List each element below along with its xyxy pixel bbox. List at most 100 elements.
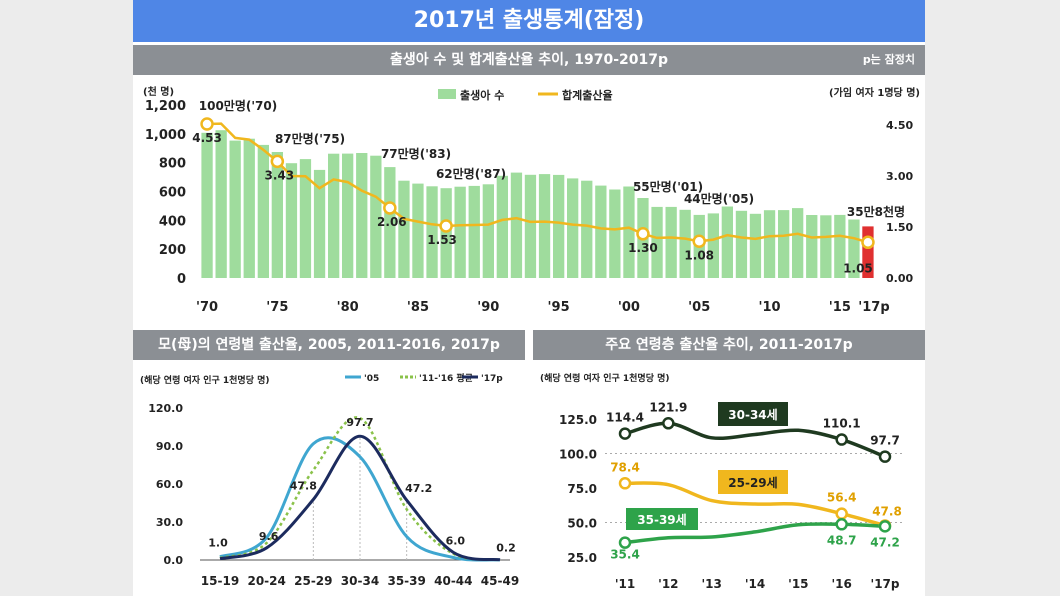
- bl-y-tick-label: 30.0: [156, 516, 183, 529]
- birth-bar: [623, 186, 635, 278]
- bl-y-tick-label: 90.0: [156, 440, 183, 453]
- birth-bar: [257, 144, 269, 278]
- top-right-tick-label: 1.50: [886, 221, 913, 234]
- br-y-tick-label: 50.0: [567, 517, 597, 531]
- birth-bar: [553, 174, 565, 278]
- br-series-label: 30-34세: [728, 407, 777, 422]
- birth-bar: [651, 206, 663, 278]
- birth-bar: [834, 214, 846, 278]
- infographic-title: 2017년 출생통계(잠정): [133, 0, 925, 42]
- birth-bar: [510, 172, 523, 278]
- bl-x-tick-label: 25-29: [294, 574, 332, 588]
- birth-callout: 44만명('05): [684, 191, 754, 206]
- bl-unit: (해당 연령 여자 인구 1천명당 명): [140, 374, 270, 386]
- br-series-label-box: [718, 470, 788, 494]
- bl-point-label: 6.0: [446, 534, 466, 547]
- br-marker: [618, 477, 632, 490]
- birth-callout: 62만명('87): [436, 166, 506, 181]
- birth-callout: 55만명('01): [633, 179, 703, 194]
- top-x-tick-label: '70: [196, 300, 218, 315]
- bl-x-tick-label: 45-49: [481, 574, 519, 588]
- br-marker: [618, 427, 632, 440]
- bl-x-tick-label: 35-39: [387, 574, 425, 588]
- top-x-tick-label: '95: [548, 300, 570, 315]
- br-x-tick-label: '15: [788, 577, 808, 591]
- br-series-label: 25-29세: [728, 475, 777, 490]
- br-series-label-box: [626, 508, 698, 530]
- birth-bar: [313, 169, 326, 278]
- br-y-tick-label: 100.0: [559, 448, 597, 462]
- top-x-tick-label: '10: [758, 300, 780, 315]
- birth-bar: [609, 189, 621, 278]
- tfr-value-label: 2.06: [377, 215, 407, 229]
- bl-point-label: 97.7: [346, 416, 373, 429]
- birth-bar: [243, 138, 255, 278]
- br-marker: [618, 536, 632, 549]
- birth-bar: [299, 159, 312, 278]
- br-value-label: 35.4: [610, 548, 640, 562]
- br-marker: [835, 433, 848, 446]
- tfr-value-label: 3.43: [265, 168, 295, 182]
- bl-series-line: [219, 436, 501, 562]
- tfr-value-label: 1.08: [684, 248, 714, 262]
- birth-bar: [454, 186, 466, 278]
- br-chart-subtitle: 주요 연령층 출산율 추이, 2011-2017p: [605, 337, 853, 353]
- br-x-tick-label: '11: [615, 577, 635, 591]
- top-left-unit: (천 명): [143, 85, 174, 98]
- bl-y-tick-label: 0.0: [164, 554, 184, 567]
- br-x-tick-label: '16: [831, 577, 851, 591]
- birth-bar: [792, 208, 804, 278]
- top-left-tick-label: 1,000: [145, 128, 186, 143]
- br-x-tick-label: '12: [658, 577, 678, 591]
- bl-legend-label: '17p: [481, 374, 503, 384]
- birth-bar: [342, 153, 354, 278]
- tfr-value-label: 4.53: [192, 131, 222, 145]
- tfr-marker: [383, 201, 397, 215]
- bl-x-tick-label: 40-44: [434, 574, 472, 588]
- birth-bar: [665, 206, 677, 278]
- tfr-marker: [636, 227, 650, 241]
- top-x-tick-label: '85: [407, 300, 429, 315]
- bl-y-tick-label: 60.0: [156, 478, 183, 491]
- top-x-tick-label: '75: [266, 300, 288, 315]
- bl-x-tick-label: 30-34: [341, 574, 379, 588]
- birth-bar: [567, 178, 579, 278]
- right-blurred-margin: [925, 0, 1060, 596]
- birth-bar: [384, 167, 396, 278]
- bl-legend-label: '11-'16 평균: [419, 372, 474, 384]
- birth-bar: [229, 140, 241, 278]
- bl-y-tick-label: 120.0: [148, 402, 183, 415]
- birth-bar: [201, 132, 213, 278]
- bl-point-label: 47.8: [290, 479, 317, 492]
- br-series-label-box: [718, 402, 788, 426]
- birth-bar: [356, 153, 368, 278]
- top-left-tick-label: 600: [159, 186, 186, 201]
- br-x-tick-label: '13: [701, 577, 721, 591]
- br-marker: [878, 520, 892, 533]
- birth-bar: [707, 213, 719, 278]
- top-x-tick-label: '90: [477, 300, 499, 315]
- top-left-tick-label: 0: [177, 272, 186, 287]
- br-value-label: 114.4: [606, 411, 644, 425]
- birth-bar: [581, 180, 593, 278]
- birth-callout: 100만명('70): [199, 98, 277, 113]
- top-left-tick-label: 1,200: [145, 99, 186, 114]
- top-x-tick-label: '15: [829, 300, 851, 315]
- bl-chart-subtitle: 모(母)의 연령별 출산율, 2005, 2011-2016, 2017p: [158, 337, 500, 353]
- top-x-tick-label: '00: [618, 300, 640, 315]
- birth-bar: [820, 215, 832, 278]
- br-unit: (해당 연령 여자 인구 1천명당 명): [540, 372, 670, 384]
- birth-bar: [848, 219, 860, 278]
- birth-bar: [440, 188, 452, 278]
- br-marker: [662, 417, 675, 430]
- birth-callout: 87만명('75): [275, 131, 345, 146]
- br-y-tick-label: 75.0: [567, 482, 597, 496]
- tfr-marker: [200, 117, 214, 131]
- bl-x-tick-label: 20-24: [247, 574, 285, 588]
- bl-point-label: 1.0: [208, 537, 228, 550]
- birth-callout: 77만명('83): [381, 146, 451, 161]
- bl-subtitle-bar: 모(母)의 연령별 출산율, 2005, 2011-2016, 2017p: [133, 330, 525, 360]
- br-value-label: 78.4: [610, 460, 640, 474]
- infographic-panel: 2017년 출생통계(잠정) 출생아 수 및 합계출산율 추이, 1970-20…: [133, 0, 925, 596]
